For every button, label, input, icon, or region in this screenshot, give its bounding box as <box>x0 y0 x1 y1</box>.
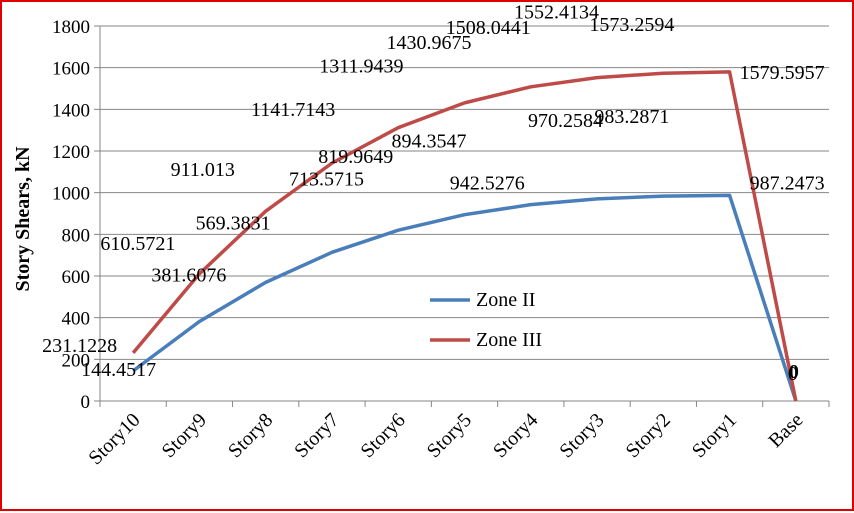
data-label: 1552.4134 <box>514 2 599 24</box>
data-label: 970.2584 <box>528 110 603 132</box>
x-tick-label: Story2 <box>622 409 675 462</box>
y-tick-label: 800 <box>62 225 91 246</box>
x-tick-label: Story1 <box>688 409 741 462</box>
series-line-zone-ii <box>132 193 798 402</box>
y-tick-label: 600 <box>62 267 91 288</box>
x-tick-label: Story9 <box>158 409 211 462</box>
data-label: 0 <box>789 361 799 383</box>
data-label: 0 <box>788 363 798 385</box>
x-tick-label: Story8 <box>224 409 277 462</box>
data-label: 569.3831 <box>196 212 271 234</box>
data-label: 1573.2594 <box>589 14 674 36</box>
data-label: 1311.9439 <box>319 56 403 78</box>
y-tick-label: 1400 <box>52 100 90 121</box>
data-label: 894.3547 <box>392 131 467 153</box>
y-tick-label: 400 <box>62 309 91 330</box>
data-label: 819.9649 <box>318 146 393 168</box>
data-label: 1141.7143 <box>251 99 335 121</box>
series-line-zone-iii <box>131 70 798 402</box>
data-label: 911.013 <box>171 159 235 181</box>
legend-label: Zone III <box>476 329 542 351</box>
data-label: 231.1228 <box>42 335 117 357</box>
data-label: 381.6076 <box>151 264 226 286</box>
data-label: 1579.5957 <box>740 62 825 84</box>
y-tick-label: 1000 <box>52 184 90 205</box>
data-label: 144.4517 <box>81 359 156 381</box>
x-tick-label: Base <box>764 409 807 452</box>
x-tick-label: Story3 <box>555 409 608 462</box>
data-label: 1508.0441 <box>446 17 531 39</box>
x-tick-label: Story6 <box>356 409 409 462</box>
x-tick-label: Story5 <box>423 409 476 462</box>
x-tick-label: Story4 <box>489 409 542 462</box>
y-tick-label: 1200 <box>52 142 90 163</box>
legend-label: Zone II <box>476 289 535 311</box>
data-label: 942.5276 <box>450 173 525 195</box>
data-label: 713.5715 <box>289 168 364 190</box>
data-label: 610.5721 <box>100 233 175 255</box>
y-axis-label: Story Shears, kN <box>12 146 34 292</box>
x-tick-label: Story10 <box>84 409 144 469</box>
y-tick-label: 200 <box>62 350 91 371</box>
data-label: 987.2473 <box>750 172 825 194</box>
y-tick-label: 0 <box>81 392 91 413</box>
x-tick-label: Story7 <box>290 409 343 462</box>
y-tick-label: 1600 <box>52 59 90 80</box>
data-label: 1430.9675 <box>387 32 472 54</box>
data-label: 983.2871 <box>594 106 669 128</box>
y-tick-label: 1800 <box>52 17 90 38</box>
